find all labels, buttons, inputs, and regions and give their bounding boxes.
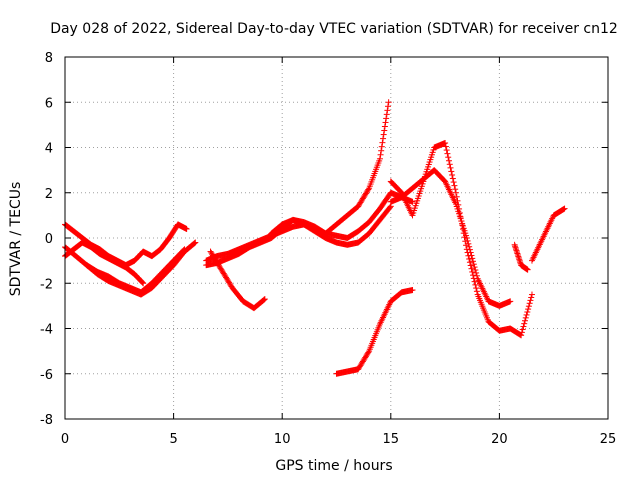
series-marker-trail [95, 271, 111, 284]
series-marker-trail [453, 203, 470, 239]
series-marker-trail [290, 217, 307, 226]
series-marker-trail [355, 349, 372, 371]
series-marker-trail [62, 221, 77, 234]
series-marker-trail [432, 167, 448, 184]
series-marker-trail [366, 206, 383, 225]
series-marker-trail [160, 262, 176, 279]
series-marker-trail [518, 262, 531, 273]
x-axis-label: GPS time / hours [275, 458, 392, 474]
series-marker-trail [158, 235, 172, 252]
series-marker-trail [512, 243, 524, 267]
series-marker-trail [97, 251, 111, 262]
y-tick-label: 6 [45, 96, 53, 111]
series-marker-trail [132, 271, 146, 286]
series-marker-trail [230, 285, 246, 304]
series-marker-trail [355, 186, 372, 209]
series-marker-trail [71, 240, 85, 252]
x-tick-label: 25 [600, 432, 617, 447]
series-marker-trail [219, 267, 235, 290]
y-axis-label: SDTVAR / TECUs [8, 182, 24, 297]
series-marker-trail [410, 180, 426, 216]
series-marker-trail [442, 180, 459, 206]
series-marker-trail [366, 322, 383, 353]
x-tick-label: 0 [61, 432, 69, 447]
series-marker-trail [497, 298, 513, 309]
axis-ticks: 0 5 10 15 20 25 -8 -6 -4 -2 0 2 4 6 8 [40, 51, 616, 447]
series-marker-trail [442, 143, 459, 193]
series-marker-trail [377, 190, 394, 211]
x-tick-label: 15 [383, 432, 400, 447]
data-point [452, 189, 459, 196]
series-marker-trail [399, 287, 415, 296]
series-marker-trail [166, 222, 181, 241]
series-marker-trail [464, 237, 480, 279]
grid [65, 57, 608, 419]
series-marker-trail [345, 228, 361, 241]
x-tick-label: 10 [274, 432, 291, 447]
y-tick-label: 4 [45, 142, 53, 157]
series-marker-trail [410, 176, 426, 191]
series-marker-trail [251, 296, 268, 311]
y-tick-label: -4 [40, 323, 53, 338]
series-marker-trail [334, 239, 350, 248]
y-tick-label: -2 [40, 277, 53, 292]
x-tick-label: 5 [169, 432, 177, 447]
series-marker-trail [175, 221, 190, 232]
series-marker-trail [497, 325, 513, 334]
series-marker-trail [551, 206, 567, 218]
series-marker-trail [486, 298, 502, 309]
series-marker-trail [475, 293, 491, 323]
x-tick-label: 20 [491, 432, 508, 447]
series-marker-trail [62, 246, 77, 259]
series-marker-trail [388, 179, 404, 195]
series-marker-trail [323, 235, 339, 246]
series-marker-trail [117, 282, 133, 293]
y-tick-label: -6 [40, 368, 53, 383]
series-marker-trail [236, 244, 252, 257]
series-marker-trail [132, 249, 146, 263]
series-marker-trail [366, 157, 383, 190]
y-tick-label: 8 [45, 51, 53, 66]
series-marker-trail [84, 262, 100, 277]
series-marker-trail [529, 236, 546, 263]
series-marker-trail [182, 240, 198, 254]
chart-title: Day 028 of 2022, Sidereal Day-to-day VTE… [50, 21, 618, 37]
data-point [385, 99, 392, 106]
series-marker-trail [79, 239, 94, 250]
y-tick-label: 2 [45, 187, 53, 202]
series-marker-trail [388, 289, 404, 304]
series-marker-trail [279, 217, 296, 228]
data-point [528, 291, 535, 298]
series-marker-trail [208, 249, 224, 272]
series-marker-trail [149, 246, 163, 259]
series-marker-trail [301, 219, 318, 230]
series-marker-trail [171, 249, 187, 268]
data-points [62, 99, 568, 377]
y-tick-label: 0 [45, 232, 53, 247]
series-marker-trail [377, 204, 394, 222]
series-marker-trail [323, 222, 339, 236]
series-marker-trail [269, 222, 285, 236]
series-marker-trail [432, 140, 448, 151]
series-marker-trail [366, 217, 383, 236]
series-marker-trail [518, 294, 535, 336]
y-tick-label: -8 [40, 413, 53, 428]
series-marker-trail [377, 103, 392, 158]
series-marker-trail [355, 219, 372, 234]
